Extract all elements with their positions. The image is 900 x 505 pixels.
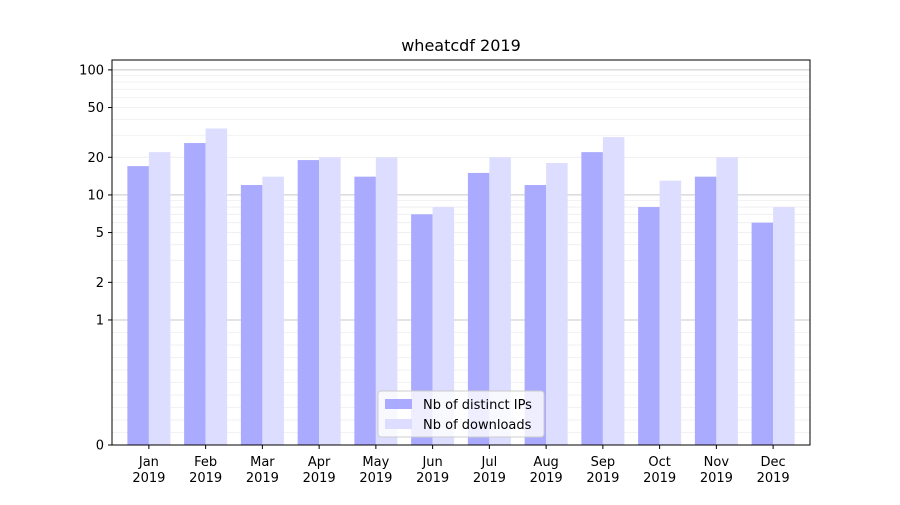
- x-tick-label-year: 2019: [586, 471, 619, 486]
- y-tick-label: 1: [96, 313, 104, 328]
- bar: [602, 137, 625, 445]
- x-tick-label-year: 2019: [132, 471, 165, 486]
- bar: [694, 176, 717, 445]
- y-tick-label: 20: [87, 151, 104, 166]
- axes: Jan2019Feb2019Mar2019Apr2019May2019Jun20…: [79, 59, 811, 486]
- y-tick-label: 10: [87, 188, 104, 203]
- legend-swatch: [385, 419, 412, 429]
- x-tick-label-year: 2019: [700, 471, 733, 486]
- x-tick-label-month: Oct: [648, 455, 670, 470]
- bar: [581, 152, 603, 445]
- bar: [240, 185, 263, 445]
- x-tick-label-month: Aug: [533, 455, 558, 470]
- bar: [127, 166, 149, 445]
- bar: [411, 214, 433, 445]
- legend-label: Nb of distinct IPs: [423, 398, 532, 413]
- x-tick-label-year: 2019: [473, 471, 506, 486]
- x-tick-label-year: 2019: [359, 471, 392, 486]
- y-tick-label: 2: [96, 276, 104, 291]
- bar: [205, 128, 228, 445]
- bar: [262, 176, 284, 445]
- bar: [375, 157, 398, 445]
- plot-frame: [111, 59, 811, 446]
- bar: [773, 207, 795, 445]
- bar: [297, 160, 320, 445]
- bar: [546, 163, 568, 445]
- x-tick-label-month: Dec: [761, 455, 786, 470]
- bar: [354, 176, 376, 445]
- x-tick-label-year: 2019: [303, 471, 336, 486]
- bar: [184, 143, 206, 445]
- x-tick-label-year: 2019: [416, 471, 449, 486]
- y-tick-label: 5: [96, 226, 104, 241]
- legend-swatch: [385, 399, 412, 409]
- x-tick-label-year: 2019: [246, 471, 279, 486]
- x-tick-label-year: 2019: [530, 471, 563, 486]
- x-tick-label-month: Jul: [481, 455, 498, 470]
- bar: [467, 172, 490, 445]
- x-tick-label-month: May: [362, 455, 389, 470]
- chart-title: wheatcdf 2019: [401, 36, 521, 55]
- x-tick-label-month: Feb: [194, 455, 217, 470]
- bar: [751, 222, 774, 445]
- y-tick-label: 100: [79, 63, 104, 78]
- x-tick-label-month: Sep: [591, 455, 616, 470]
- y-tick-label: 0: [96, 439, 104, 454]
- x-tick-label-year: 2019: [643, 471, 676, 486]
- x-tick-label-month: Jan: [138, 455, 159, 470]
- bar: [524, 185, 547, 445]
- legend-label: Nb of downloads: [423, 418, 532, 433]
- bar: [148, 152, 171, 445]
- x-tick-label-month: Jun: [421, 455, 442, 470]
- bar: [319, 157, 341, 445]
- legend-box: [377, 390, 545, 438]
- bar: [489, 157, 511, 445]
- bars: [127, 128, 795, 445]
- x-tick-label-year: 2019: [189, 471, 222, 486]
- y-tick-label: 50: [87, 101, 104, 116]
- bar: [659, 180, 682, 445]
- x-tick-label-month: Nov: [704, 455, 730, 470]
- bar: [716, 157, 738, 445]
- bar: [432, 207, 455, 445]
- x-tick-label-year: 2019: [757, 471, 790, 486]
- x-tick-label-month: Mar: [250, 455, 275, 470]
- bar: [638, 207, 660, 445]
- legend: Nb of distinct IPs Nb of downloads: [377, 390, 545, 438]
- x-tick-label-month: Apr: [308, 455, 331, 470]
